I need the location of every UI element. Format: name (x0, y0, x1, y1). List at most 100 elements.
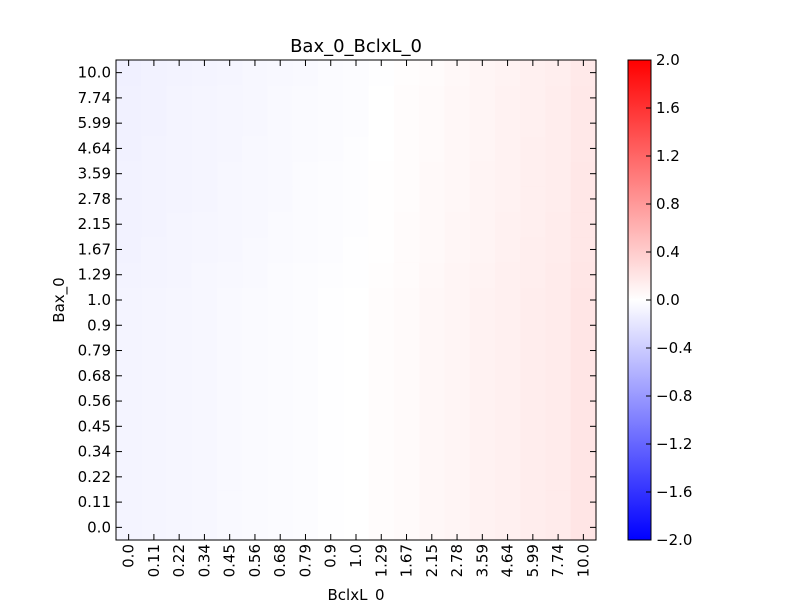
colorbar-tick-label: 0.4 (656, 243, 680, 261)
heatmap-cell (469, 388, 496, 415)
y-tick-label: 0.56 (78, 392, 111, 410)
heatmap-cell (419, 464, 446, 491)
heatmap-cell (217, 489, 243, 516)
heatmap-cell (343, 489, 370, 516)
heatmap-cell (469, 236, 496, 263)
y-tick-label: 1.29 (78, 266, 111, 284)
heatmap-cell (419, 438, 446, 465)
heatmap-cell (419, 110, 446, 137)
x-tick-label: 1.67 (398, 544, 416, 577)
heatmap-cell (166, 287, 193, 314)
heatmap-cell (419, 85, 446, 112)
heatmap-cell (141, 388, 168, 415)
heatmap-cell (368, 135, 395, 162)
heatmap-cell (141, 413, 168, 440)
heatmap-cell (444, 464, 471, 491)
heatmap-cell (141, 464, 168, 491)
heatmap-cell (267, 337, 294, 364)
heatmap-cell (141, 161, 168, 187)
heatmap-cell (393, 438, 420, 465)
heatmap-cell (393, 489, 420, 516)
heatmap-cell (469, 135, 496, 162)
heatmap-cell (494, 438, 521, 465)
colorbar-tick-label: 0.8 (656, 195, 680, 213)
heatmap-cell (166, 85, 193, 112)
heatmap-cell (545, 337, 572, 364)
heatmap-cell (368, 85, 395, 112)
heatmap-cell (191, 287, 218, 314)
heatmap-cell (444, 110, 471, 137)
heatmap-cell (318, 110, 344, 137)
colorbar-tick-label: −1.2 (656, 435, 692, 453)
heatmap-cell (419, 211, 446, 238)
heatmap-cell (343, 287, 370, 314)
heatmap-cell (267, 438, 294, 465)
heatmap-cell (368, 312, 395, 339)
heatmap-cell (469, 413, 496, 440)
heatmap-cell (242, 262, 269, 288)
heatmap-cell (419, 337, 446, 364)
heatmap-cell (141, 236, 168, 263)
heatmap-cell (166, 489, 193, 516)
colorbar-tick-label: 1.6 (656, 99, 680, 117)
heatmap-cell (217, 388, 243, 415)
heatmap-cell (318, 337, 344, 364)
heatmap-cell (191, 262, 218, 288)
heatmap-cell (444, 135, 471, 162)
heatmap-cell (520, 363, 547, 390)
x-tick-label: 2.78 (448, 544, 466, 577)
heatmap-cell (343, 110, 370, 137)
heatmap-cell (191, 312, 218, 339)
heatmap-cell (141, 262, 168, 288)
heatmap-cell (393, 186, 420, 213)
heatmap-cell (343, 236, 370, 263)
heatmap-cell (545, 211, 572, 238)
heatmap-cell (520, 489, 547, 516)
heatmap-cell (469, 337, 496, 364)
heatmap-cell (292, 135, 319, 162)
heatmap-cell (292, 161, 319, 187)
heatmap-cell (494, 287, 521, 314)
heatmap-cell (444, 489, 471, 516)
heatmap-cell (166, 262, 193, 288)
heatmap-cell (419, 388, 446, 415)
heatmap-cell (494, 135, 521, 162)
heatmap-cell (469, 363, 496, 390)
heatmap-cell (494, 211, 521, 238)
heatmap-cell (191, 464, 218, 491)
heatmap-cell (217, 186, 243, 213)
heatmap-cell (545, 438, 572, 465)
heatmap-cell (267, 211, 294, 238)
x-tick-label: 0.0 (120, 544, 138, 568)
heatmap-cell (444, 363, 471, 390)
heatmap-cell (444, 161, 471, 187)
heatmap-cell (267, 262, 294, 288)
x-tick-label: 0.56 (246, 544, 264, 577)
heatmap-cell (191, 388, 218, 415)
heatmap-cell (545, 312, 572, 339)
heatmap-cell (419, 287, 446, 314)
heatmap-cell (292, 262, 319, 288)
heatmap-cell (141, 363, 168, 390)
heatmap-cell (318, 161, 344, 187)
heatmap-cell (494, 110, 521, 137)
heatmap-cell (368, 287, 395, 314)
heatmap-cell (166, 110, 193, 137)
heatmap-cell (141, 438, 168, 465)
x-tick-label: 3.59 (473, 544, 491, 577)
x-tick-label: 0.22 (170, 544, 188, 577)
heatmap-cell (292, 363, 319, 390)
heatmap-cell (267, 186, 294, 213)
x-tick-label: 0.68 (271, 544, 289, 577)
heatmap-cell (267, 489, 294, 516)
heatmap-cell (292, 337, 319, 364)
x-tick-label: 0.45 (221, 544, 239, 577)
heatmap-cell (368, 388, 395, 415)
colorbar-ticks: 2.0 1.6 1.2 0.8 0.4 0.0 −0.4 −0.8 −1.2 −1.6 −2.0 (646, 51, 692, 549)
heatmap-cell (393, 413, 420, 440)
heatmap-cell (318, 363, 344, 390)
heatmap-cell (494, 312, 521, 339)
x-axis-ticks: 0.0 0.11 0.22 0.34 0.45 0.56 0.68 0.79 0.9 1.0 1.2… (120, 60, 592, 577)
y-tick-label: 1.67 (78, 240, 111, 258)
